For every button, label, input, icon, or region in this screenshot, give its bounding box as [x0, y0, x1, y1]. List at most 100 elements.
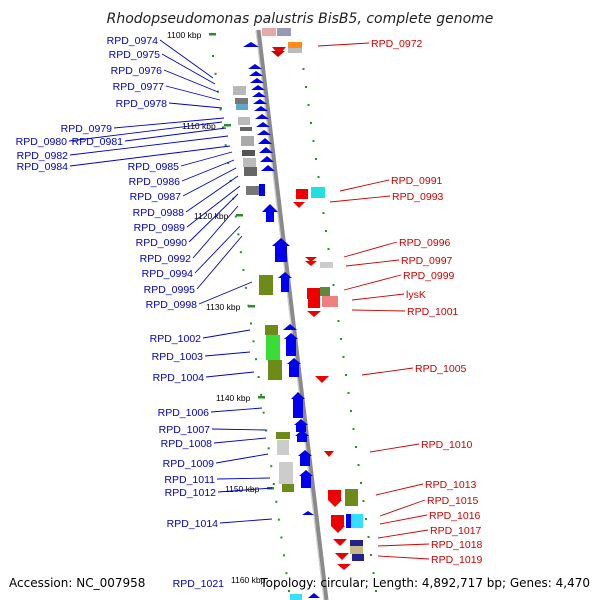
gene-label-left[interactable]: RPD_0988	[133, 207, 185, 219]
gene-label-left[interactable]: RPD_0977	[113, 81, 165, 93]
gene-arrow-reverse[interactable]	[335, 553, 349, 560]
gene-label-left[interactable]: RPD_0994	[142, 268, 194, 280]
gene-box[interactable]	[241, 136, 254, 146]
gene-arrow-reverse[interactable]	[293, 202, 305, 208]
gene-arrow-forward[interactable]	[261, 165, 275, 171]
gene-label-right[interactable]: RPD_1018	[431, 539, 483, 551]
gene-label-left[interactable]: RPD_0987	[130, 191, 182, 203]
gene-box[interactable]	[238, 117, 250, 125]
gene-label-left[interactable]: RPD_1003	[152, 351, 204, 363]
gene-label-right[interactable]: RPD_1013	[425, 479, 477, 491]
gene-box[interactable]	[290, 594, 302, 600]
gene-label-left[interactable]: RPD_1006	[158, 407, 210, 419]
gene-box[interactable]	[288, 42, 302, 48]
gene-box[interactable]	[262, 28, 276, 36]
gene-box[interactable]	[350, 546, 363, 554]
gene-arrow-forward[interactable]	[308, 593, 320, 598]
gene-label-left[interactable]: RPD_1008	[161, 438, 213, 450]
gene-label-right[interactable]: RPD_0972	[371, 38, 423, 50]
gene-box[interactable]	[244, 167, 257, 176]
gene-label-left[interactable]: RPD_0984	[17, 161, 69, 173]
gene-label-left[interactable]: RPD_0979	[61, 123, 113, 135]
gene-label-left[interactable]: RPD_1021	[173, 578, 225, 590]
gene-label-left[interactable]: RPD_0982	[17, 150, 69, 162]
gene-label-left[interactable]: RPD_0989	[134, 222, 186, 234]
gene-arrow-forward[interactable]	[278, 272, 292, 292]
gene-label-right[interactable]: RPD_0999	[403, 270, 455, 282]
gene-box[interactable]	[276, 432, 290, 439]
gene-arrow-forward[interactable]	[262, 204, 278, 222]
gene-label-right[interactable]: lysK	[406, 289, 426, 301]
gene-label-right[interactable]: RPD_1015	[427, 495, 479, 507]
gene-box[interactable]	[311, 187, 325, 198]
gene-box[interactable]	[268, 360, 282, 380]
gene-label-right[interactable]: RPD_1001	[407, 306, 459, 318]
gene-label-right[interactable]: RPD_0993	[392, 191, 444, 203]
gene-box[interactable]	[351, 514, 363, 528]
gene-box[interactable]	[331, 515, 344, 526]
gene-arrow-reverse[interactable]	[333, 539, 347, 546]
gene-label-left[interactable]: RPD_0998	[146, 299, 198, 311]
gene-label-right[interactable]: RPD_1005	[415, 363, 467, 375]
gene-label-left[interactable]: RPD_0978	[116, 98, 168, 110]
gene-arrow-forward[interactable]	[252, 92, 266, 97]
gene-box[interactable]	[322, 296, 338, 307]
gene-label-left[interactable]: RPD_0980	[16, 136, 68, 148]
gene-box[interactable]	[266, 335, 280, 360]
gene-box[interactable]	[235, 98, 248, 104]
gene-label-right[interactable]: RPD_0996	[399, 237, 451, 249]
gene-arrow-forward[interactable]	[258, 138, 272, 144]
gene-label-left[interactable]: RPD_1012	[165, 487, 217, 499]
gene-box[interactable]	[288, 48, 302, 53]
gene-label-left[interactable]: RPD_1014	[167, 518, 219, 530]
gene-arrow-reverse[interactable]	[307, 311, 321, 317]
gene-label-right[interactable]: RPD_1010	[421, 439, 473, 451]
gene-label-right[interactable]: RPD_1019	[431, 554, 483, 566]
gene-box[interactable]	[265, 325, 278, 335]
gene-label-left[interactable]: RPD_1009	[163, 458, 215, 470]
gene-arrow-forward[interactable]	[284, 333, 298, 356]
gene-arrow-forward[interactable]	[294, 419, 308, 432]
gene-arrow-reverse[interactable]	[328, 500, 342, 507]
gene-box[interactable]	[320, 287, 330, 296]
gene-arrow-forward[interactable]	[248, 64, 262, 69]
gene-arrow-forward[interactable]	[256, 122, 270, 127]
gene-arrow-forward[interactable]	[302, 511, 314, 515]
gene-arrow-forward[interactable]	[295, 430, 309, 442]
gene-box[interactable]	[277, 440, 289, 455]
gene-box[interactable]	[236, 104, 248, 110]
gene-box[interactable]	[259, 184, 265, 196]
gene-label-left[interactable]: RPD_0990	[136, 237, 188, 249]
gene-arrow-forward[interactable]	[257, 130, 271, 135]
gene-box[interactable]	[320, 262, 333, 268]
gene-label-left[interactable]: RPD_0981	[72, 136, 124, 148]
gene-label-left[interactable]: RPD_1011	[164, 474, 215, 486]
gene-label-right[interactable]: RPD_0997	[401, 255, 453, 267]
gene-box[interactable]	[308, 299, 320, 308]
gene-box[interactable]	[233, 86, 246, 95]
gene-box[interactable]	[242, 150, 255, 156]
gene-label-left[interactable]: RPD_1004	[153, 372, 205, 384]
gene-box[interactable]	[328, 490, 341, 500]
gene-label-right[interactable]: RPD_0991	[391, 175, 443, 187]
gene-label-left[interactable]: RPD_0976	[111, 65, 163, 77]
gene-arrow-reverse[interactable]	[305, 257, 317, 262]
gene-box[interactable]	[296, 189, 308, 199]
gene-arrow-forward[interactable]	[260, 156, 274, 162]
gene-box[interactable]	[277, 28, 291, 36]
gene-arrow-forward[interactable]	[291, 392, 305, 418]
gene-box[interactable]	[352, 554, 364, 561]
gene-box[interactable]	[346, 514, 351, 528]
gene-arrow-reverse[interactable]	[305, 261, 317, 266]
gene-arrow-forward[interactable]	[299, 470, 313, 488]
gene-box[interactable]	[307, 288, 320, 299]
gene-box[interactable]	[345, 489, 358, 506]
gene-label-left[interactable]: RPD_0986	[129, 176, 181, 188]
gene-arrow-forward[interactable]	[253, 99, 267, 104]
gene-label-left[interactable]: RPD_0975	[109, 49, 161, 61]
gene-box[interactable]	[279, 462, 293, 484]
gene-arrow-reverse[interactable]	[324, 451, 334, 457]
gene-box[interactable]	[350, 540, 363, 546]
gene-arrow-forward[interactable]	[287, 358, 301, 377]
gene-label-left[interactable]: RPD_0992	[140, 253, 192, 265]
